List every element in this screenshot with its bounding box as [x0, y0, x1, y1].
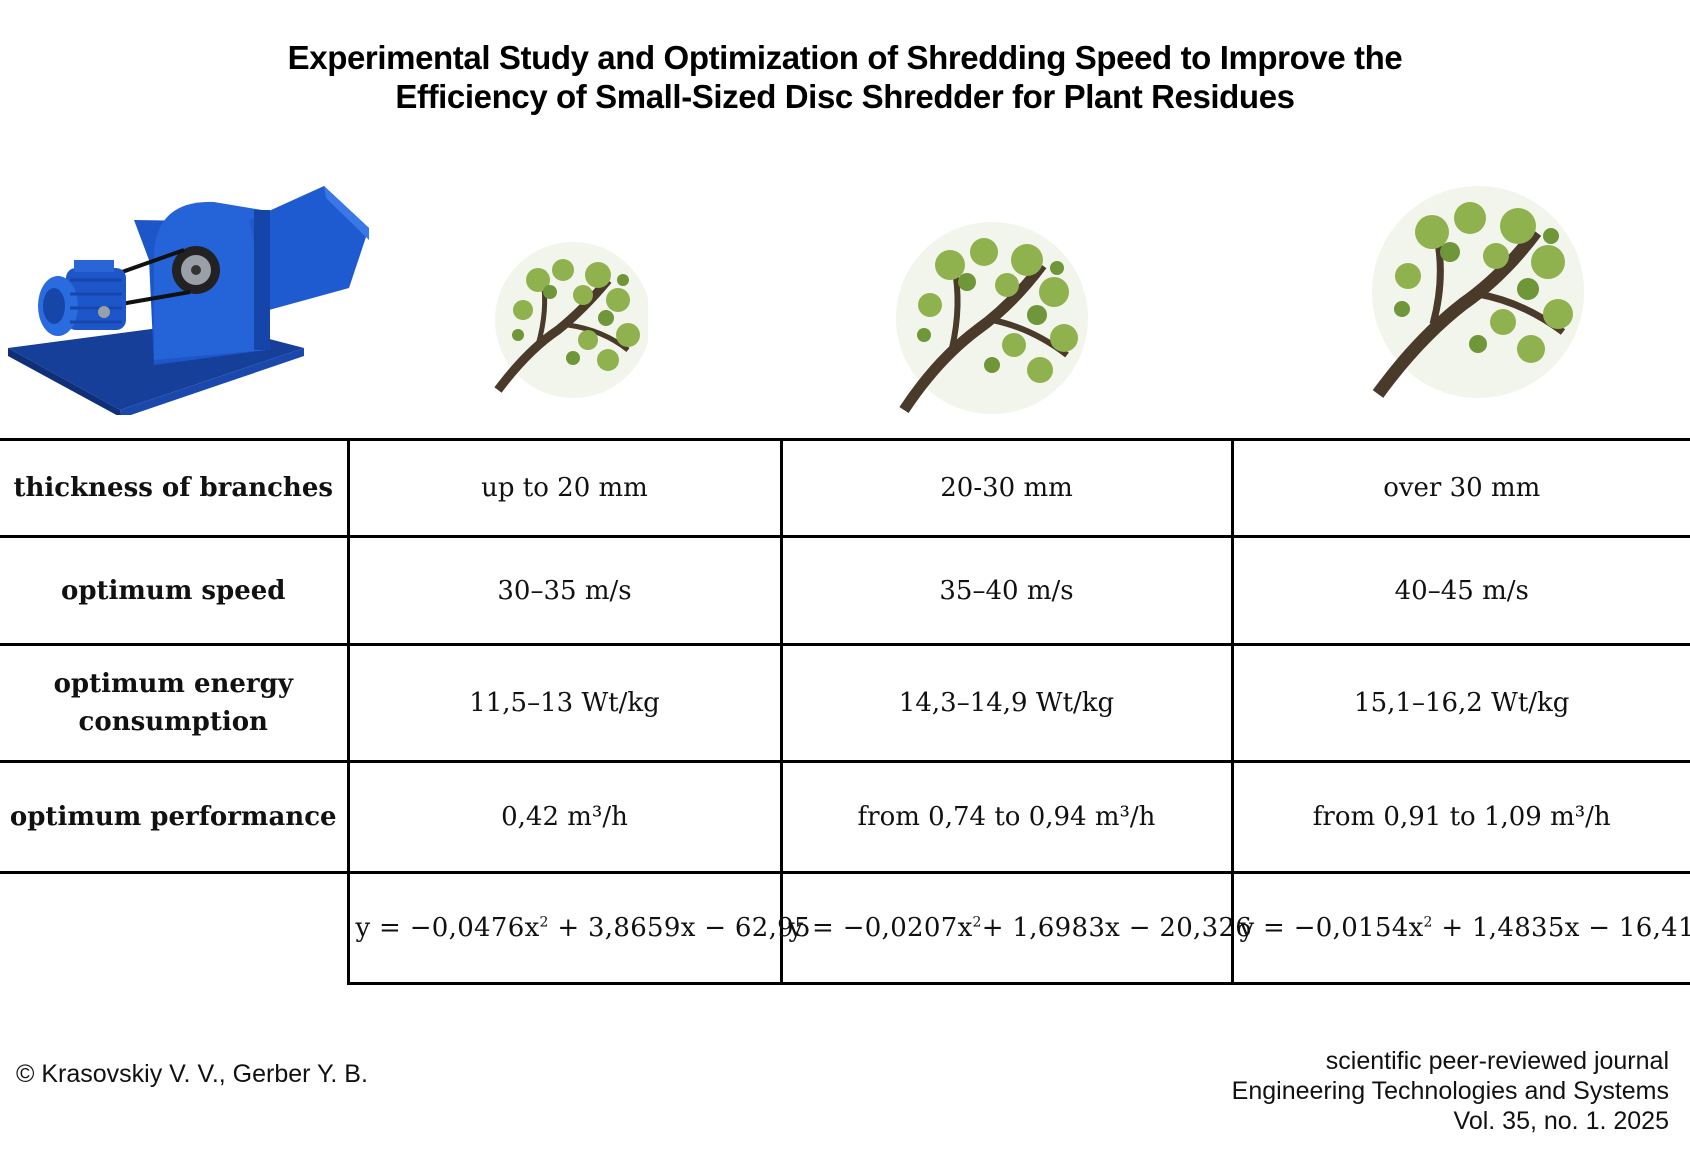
- table-row: y = −0,0476x2 + 3,8659x − 62,95 y = −0,0…: [0, 871, 1690, 985]
- table-cell: from 0,91 to 1,09 m³/h: [1230, 760, 1690, 874]
- page-title: Experimental Study and Optimization of S…: [0, 38, 1690, 116]
- table-cell: over 30 mm: [1230, 438, 1690, 538]
- table-cell: 35–40 m/s: [779, 535, 1234, 646]
- table-cell: 15,1–16,2 Wt/kg: [1230, 643, 1690, 763]
- disc-shredder-illustration: [8, 186, 369, 415]
- table-cell: up to 20 mm: [346, 438, 783, 538]
- table-cell: 14,3–14,9 Wt/kg: [779, 643, 1234, 763]
- title-line-1: Experimental Study and Optimization of S…: [287, 39, 1403, 76]
- tree-illustration-large: [1372, 186, 1584, 398]
- table-cell: from 0,74 to 0,94 m³/h: [779, 760, 1234, 874]
- regression-equation: y = −0,0154x2 + 1,4835x − 16,412: [1230, 871, 1690, 985]
- tree-illustration-small: [494, 242, 648, 398]
- title-line-2: Efficiency of Small-Sized Disc Shredder …: [395, 78, 1295, 115]
- regression-equation: y = −0,0207x2+ 1,6983x − 20,326: [779, 871, 1252, 985]
- copyright-text: © Krasovskiy V. V., Gerber Y. B.: [16, 1060, 368, 1088]
- row-label-thickness: thickness of branches: [0, 438, 350, 538]
- table-cell: 0,42 m³/h: [346, 760, 783, 874]
- journal-line-1: scientific peer-reviewed journal: [1325, 1047, 1669, 1075]
- journal-info: scientific peer-reviewed journal Enginee…: [1232, 1046, 1669, 1136]
- row-label-energy: optimum energy consumption: [0, 643, 350, 763]
- row-label-performance: optimum performance: [0, 760, 350, 874]
- table-cell: 11,5–13 Wt/kg: [346, 643, 783, 763]
- regression-equation: y = −0,0476x2 + 3,8659x − 62,95: [346, 871, 811, 985]
- table-row: optimum performance 0,42 m³/h from 0,74 …: [0, 760, 1690, 874]
- parameters-table: thickness of branches up to 20 mm 20-30 …: [0, 438, 1690, 985]
- table-row: optimum energy consumption 11,5–13 Wt/kg…: [0, 643, 1690, 763]
- table-cell: 30–35 m/s: [346, 535, 783, 646]
- table-row: optimum speed 30–35 m/s 35–40 m/s 40–45 …: [0, 535, 1690, 646]
- journal-line-2: Engineering Technologies and Systems: [1231, 1077, 1669, 1105]
- tree-illustration-medium: [896, 222, 1088, 414]
- row-label-speed: optimum speed: [0, 535, 350, 646]
- table-row: thickness of branches up to 20 mm 20-30 …: [0, 438, 1690, 538]
- empty-cell: [0, 871, 350, 984]
- journal-line-3: Vol. 35, no. 1. 2025: [1453, 1107, 1669, 1135]
- table-cell: 20-30 mm: [779, 438, 1234, 538]
- table-cell: 40–45 m/s: [1230, 535, 1690, 646]
